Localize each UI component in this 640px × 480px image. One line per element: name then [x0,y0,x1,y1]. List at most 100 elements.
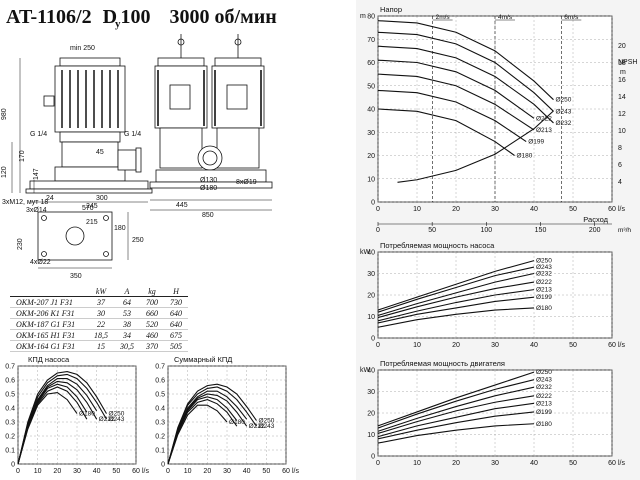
series-line-d180 [167,404,228,465]
x-tick-label: 30 [491,342,499,349]
x-unit-label: l/s [142,468,150,475]
series-label-d180: Ø180 [229,419,245,426]
chart-title: КПД насоса [28,355,70,364]
series-label-d213: Ø213 [536,287,552,294]
secondary-tick-label: 200 [589,227,601,234]
x-tick-label: 50 [569,342,577,349]
series-label-d250: Ø250 [536,369,552,376]
x-tick-label: 0 [376,206,380,213]
series-line-d180 [377,307,535,328]
x-tick-label: 10 [34,468,42,475]
cell-h: 505 [164,340,188,352]
series-line-d199 [167,399,238,465]
series-line-d199 [377,411,535,440]
dim-min250: min 250 [70,45,95,52]
x-tick-label: 60 [608,342,616,349]
series-label-d199: Ø199 [528,139,544,146]
technical-drawing: min 250 980 G 1/4 G 1/4 170 147 120 24 3… [1,34,273,280]
x-tick-label: 30 [491,460,499,467]
y-tick-label: 0.3 [5,420,15,427]
cell-kg: 370 [140,340,164,352]
base-plan [37,211,113,261]
series-label-d222: Ø222 [249,423,265,430]
dimension-lines [11,58,272,269]
chart-title: Напор [380,5,402,14]
cell-h: 640 [164,318,188,330]
table-row: OKM-165 H1 F31 18,5 34 460 675 [10,329,188,341]
dim-d180: Ø180 [200,185,217,192]
npsh-tick-label: 20 [618,43,626,50]
dim-350: 350 [70,273,82,280]
model-name: AT-1106/2 [6,6,92,28]
x-tick-label: 50 [569,206,577,213]
table-row: OKM-207 J1 F31 37 64 700 730 [10,296,188,308]
series-line-d250 [17,371,107,465]
series-line-d250 [377,20,554,101]
dim-120: 120 [1,166,8,178]
cell-kg: 460 [140,329,164,341]
cell-a: 64 [114,296,140,308]
speed-label: 3000 об/мин [169,6,277,28]
chart-motor-power: 0 10 20 30 40 50 60 0 10 20 30 40 Потребляемая мощно… [360,359,626,467]
y-tick-label: 0 [371,336,375,343]
cell-h: 640 [164,307,188,319]
y-tick-label: 20 [367,153,375,160]
dim-45: 45 [96,149,104,156]
x-unit-label: l/s [618,460,626,467]
dim-850: 850 [202,212,214,219]
y-tick-label: 0.4 [155,406,165,413]
npsh-unit: m [620,69,626,76]
cell-model: OKM-165 H1 F31 [10,329,88,341]
series-label-d250: Ø250 [109,411,125,418]
y-tick-label: 30 [367,130,375,137]
chart-title: Потребляемая мощность насоса [380,241,495,250]
series-line-d243 [377,266,535,313]
dim-3xm12: 3xM12, мут 18 [2,199,48,206]
series-label-d180: Ø180 [536,305,552,312]
series-line-d199 [377,89,527,143]
y-tick-label: 10 [367,176,375,183]
spec-header-h: H [164,286,188,297]
dim-230: 230 [17,238,24,250]
x-tick-label: 10 [184,468,192,475]
dim-180: 180 [114,225,126,232]
x-tick-label: 60 [608,206,616,213]
x-tick-label: 50 [262,468,270,475]
dim-250: 250 [132,237,144,244]
y-tick-label: 0.1 [5,448,15,455]
dim-3xd14: 3xØ14 [26,207,47,214]
series-label-d250: Ø250 [259,418,275,425]
cell-kw: 18,5 [88,329,114,341]
series-label-d243: Ø243 [536,377,552,384]
series-label-d213: Ø213 [536,400,552,407]
series-line-d213 [167,396,238,465]
cell-kw: 37 [88,296,114,308]
y-tick-label: 60 [367,60,375,67]
spec-header-a: A [114,286,140,297]
x-tick-label: 40 [530,206,538,213]
y-tick-label: 10 [367,432,375,439]
secondary-tick-label: 0 [376,227,380,234]
series-line-d243 [167,386,257,465]
x-unit-label: l/s [618,342,626,349]
cell-a: 53 [114,307,140,319]
series-label-d250: Ø250 [556,97,572,104]
cell-kg: 660 [140,307,164,319]
series-label-d232: Ø232 [536,271,552,278]
cell-h: 730 [164,296,188,308]
y-tick-label: 70 [367,37,375,44]
x-axis-label: Расход [583,215,608,224]
series-label-d232: Ø232 [536,384,552,391]
y-tick-label: 0.2 [5,434,15,441]
dim-g14-left: G 1/4 [30,131,47,138]
series-line-d213 [377,73,535,131]
cell-model: OKM-164 G1 F31 [10,340,88,352]
model-title: AT-1106/2 Dy100 3000 об/мин [6,6,277,30]
x-tick-label: 30 [491,206,499,213]
series-line-d243 [17,373,107,465]
cell-kw: 15 [88,340,114,352]
npsh-tick-label: 16 [618,77,626,84]
x-tick-label: 0 [376,460,380,467]
dim-147: 147 [33,168,40,180]
y-tick-label: 40 [367,107,375,114]
